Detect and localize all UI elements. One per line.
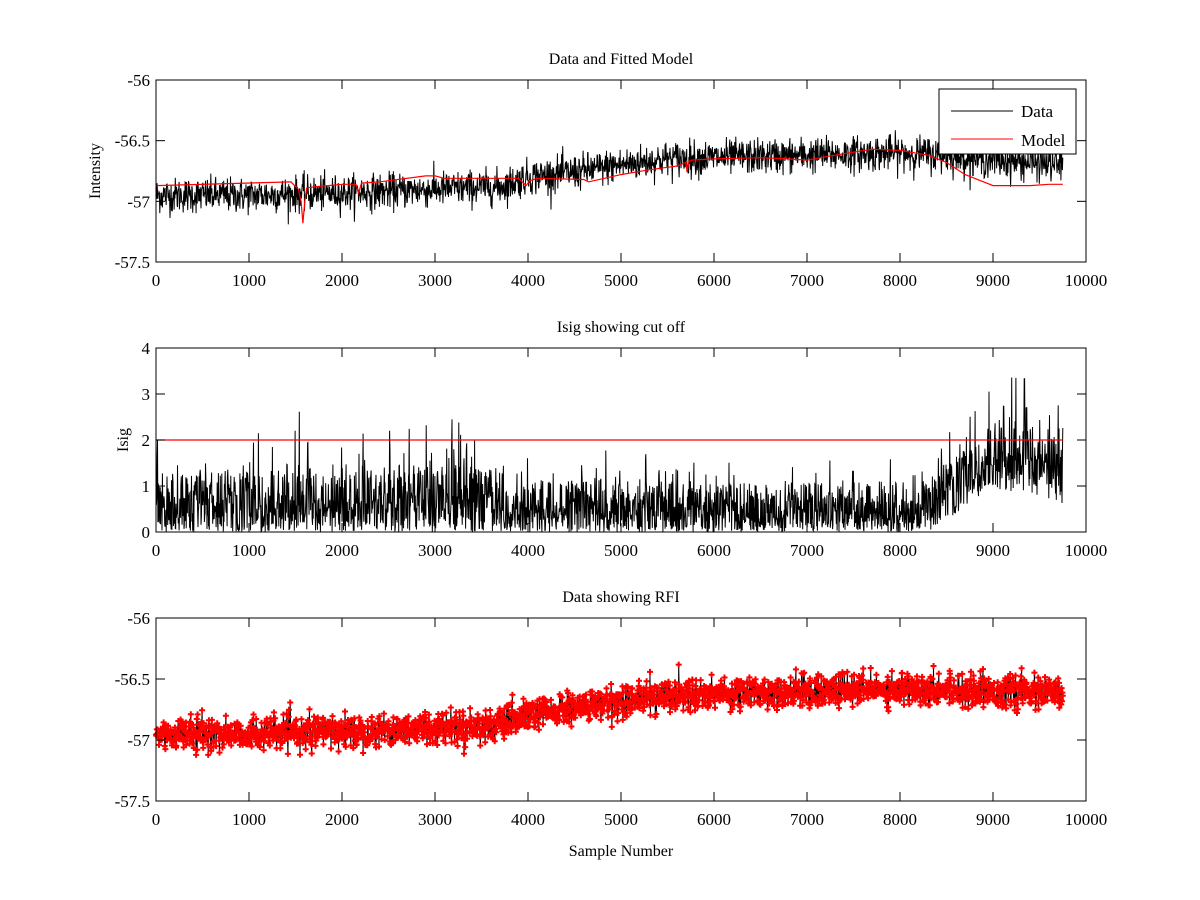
y-tick-label: -56.5 [115, 132, 150, 151]
x-tick-label: 4000 [511, 810, 545, 829]
x-tick-label: 2000 [325, 810, 359, 829]
legend-label-model: Model [1021, 131, 1066, 150]
x-tick-label: 6000 [697, 541, 731, 560]
x-tick-label: 3000 [418, 810, 452, 829]
x-tick-label: 8000 [883, 541, 917, 560]
y-tick-label: 0 [142, 523, 151, 542]
series-data-line [155, 130, 1064, 225]
ticks-layer: 0 1000 2000 3000 4000 5000 6000 7000 8000 9000 100… [115, 609, 1108, 829]
chart-title: Isig showing cut off [557, 319, 686, 336]
series-layer [155, 377, 1064, 533]
x-tick-label: 6000 [697, 271, 731, 290]
x-tick-label: 10000 [1065, 271, 1108, 290]
y-tick-label: 2 [142, 431, 151, 450]
series-rfi-markers [153, 661, 1066, 758]
chart-title: Data and Fitted Model [549, 51, 694, 68]
ticks-layer: 0 1000 2000 3000 4000 5000 6000 7000 8000 9000 100… [115, 71, 1108, 290]
y-tick-label: -56 [127, 609, 150, 628]
legend-box [938, 88, 1077, 155]
x-tick-label: 10000 [1065, 541, 1108, 560]
x-tick-label: 9000 [976, 810, 1010, 829]
series-isig-line [155, 377, 1064, 533]
panel-data-showing-rfi: Data showing RFI Sample Number 0 1000 2000… [115, 589, 1108, 860]
x-tick-label: 2000 [325, 271, 359, 290]
x-tick-label: 7000 [790, 541, 824, 560]
x-tick-label: 1000 [232, 810, 266, 829]
x-tick-label: 5000 [604, 271, 638, 290]
x-tick-label: 9000 [976, 541, 1010, 560]
x-tick-label: 0 [152, 810, 161, 829]
x-tick-label: 4000 [511, 541, 545, 560]
ticks-layer: 0 1000 2000 3000 4000 5000 6000 7000 8000 9000 100… [142, 339, 1108, 560]
x-tick-label: 5000 [604, 541, 638, 560]
y-tick-label: 3 [142, 385, 151, 404]
series-layer [153, 661, 1066, 758]
legend: Data Model [938, 88, 1077, 155]
legend-label-data: Data [1021, 102, 1054, 121]
x-tick-label: 9000 [976, 271, 1010, 290]
x-tick-label: 3000 [418, 541, 452, 560]
x-tick-label: 2000 [325, 541, 359, 560]
chart-title: Data showing RFI [562, 589, 679, 606]
y-tick-label: -57.5 [115, 253, 150, 272]
y-axis-label: Isig [115, 428, 132, 452]
x-tick-label: 8000 [883, 271, 917, 290]
panel-data-and-fitted-model: Data and Fitted Model Intensity 0 1000 200… [87, 51, 1107, 290]
y-tick-label: -57.5 [115, 792, 150, 811]
x-tick-label: 4000 [511, 271, 545, 290]
x-tick-label: 7000 [790, 271, 824, 290]
y-tick-label: -57 [127, 731, 150, 750]
panel-isig-showing-cut-off: Isig showing cut off Isig 0 1000 2000 3000 4… [115, 319, 1107, 560]
x-tick-label: 7000 [790, 810, 824, 829]
x-tick-label: 0 [152, 271, 161, 290]
x-tick-label: 3000 [418, 271, 452, 290]
y-tick-label: 1 [142, 477, 151, 496]
x-tick-label: 0 [152, 541, 161, 560]
x-tick-label: 6000 [697, 810, 731, 829]
x-tick-label: 10000 [1065, 810, 1108, 829]
y-axis-label: Intensity [87, 143, 104, 199]
y-tick-label: -56 [127, 71, 150, 90]
x-tick-label: 1000 [232, 541, 266, 560]
y-tick-label: -56.5 [115, 670, 150, 689]
series-model-line [155, 148, 1063, 224]
y-tick-label: -57 [127, 192, 150, 211]
x-tick-label: 8000 [883, 810, 917, 829]
y-tick-label: 4 [142, 339, 151, 358]
x-tick-label: 1000 [232, 271, 266, 290]
series-layer [155, 130, 1064, 225]
x-tick-label: 5000 [604, 810, 638, 829]
x-axis-label: Sample Number [569, 843, 674, 860]
